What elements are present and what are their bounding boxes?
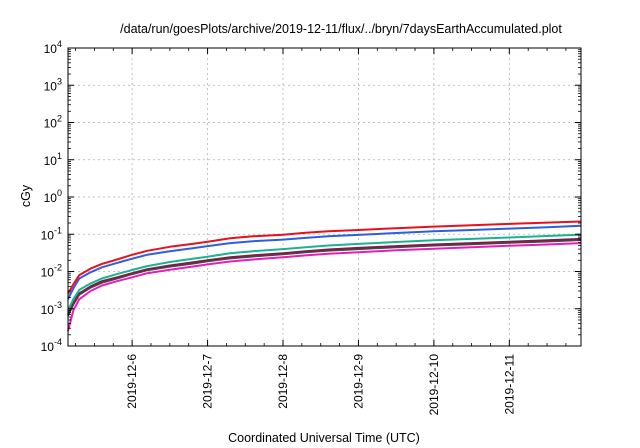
series-layer	[67, 220, 582, 332]
y-tick-label: 103	[44, 76, 62, 93]
series-line-3	[67, 233, 582, 311]
y-tick-exponent: 0	[57, 188, 62, 198]
grid-lines	[68, 48, 581, 346]
y-tick-exponent: -2	[54, 263, 62, 273]
x-tick-label: 2019-12-9	[351, 354, 365, 409]
series-line-4	[67, 237, 582, 315]
y-tick-label: 101	[44, 151, 62, 168]
y-tick-base: 10	[44, 191, 58, 205]
y-tick-label: 10-3	[41, 300, 62, 317]
y-tick-base: 10	[44, 117, 58, 131]
x-axis-label: Coordinated Universal Time (UTC)	[228, 431, 420, 445]
y-tick-base: 10	[44, 42, 58, 56]
x-tick-label: 2019-12-7	[201, 354, 215, 409]
series-line-2	[67, 224, 582, 300]
y-tick-label: 10-4	[41, 337, 62, 354]
y-tick-label: 100	[44, 188, 62, 205]
x-tick-labels: 2019-12-6 2019-12-7 2019-12-8 2019-12-9 2019…	[125, 354, 516, 416]
y-tick-base: 10	[41, 228, 55, 242]
series-line-1	[67, 220, 582, 295]
y-tick-exponent: 2	[57, 114, 62, 124]
y-tick-base: 10	[41, 303, 55, 317]
x-tick-label: 2019-12-6	[125, 354, 139, 409]
y-tick-exponent: -3	[54, 300, 62, 310]
y-tick-base: 10	[41, 266, 55, 280]
y-tick-base: 10	[44, 154, 58, 168]
y-tick-exponent: 3	[57, 76, 62, 86]
y-tick-base: 10	[41, 340, 55, 354]
y-axis-label: cGy	[19, 184, 33, 207]
series-line-6	[67, 242, 582, 332]
y-tick-exponent: -1	[54, 225, 62, 235]
y-tick-label: 10-1	[41, 225, 62, 242]
x-tick-label: 2019-12-11	[502, 354, 516, 415]
y-tick-label: 104	[44, 39, 62, 56]
y-tick-exponent: 1	[57, 151, 62, 161]
x-tick-label: 2019-12-8	[276, 354, 290, 409]
y-tick-exponent: 4	[57, 39, 62, 49]
series-line-5	[67, 239, 582, 317]
y-tick-label: 102	[44, 114, 62, 131]
y-tick-base: 10	[44, 79, 58, 93]
axis-ticks	[68, 47, 581, 347]
chart-title: /data/run/goesPlots/archive/2019-12-11/f…	[120, 22, 562, 36]
x-tick-label: 2019-12-10	[427, 354, 441, 416]
y-tick-label: 10-2	[41, 263, 62, 280]
y-tick-exponent: -4	[54, 337, 62, 347]
